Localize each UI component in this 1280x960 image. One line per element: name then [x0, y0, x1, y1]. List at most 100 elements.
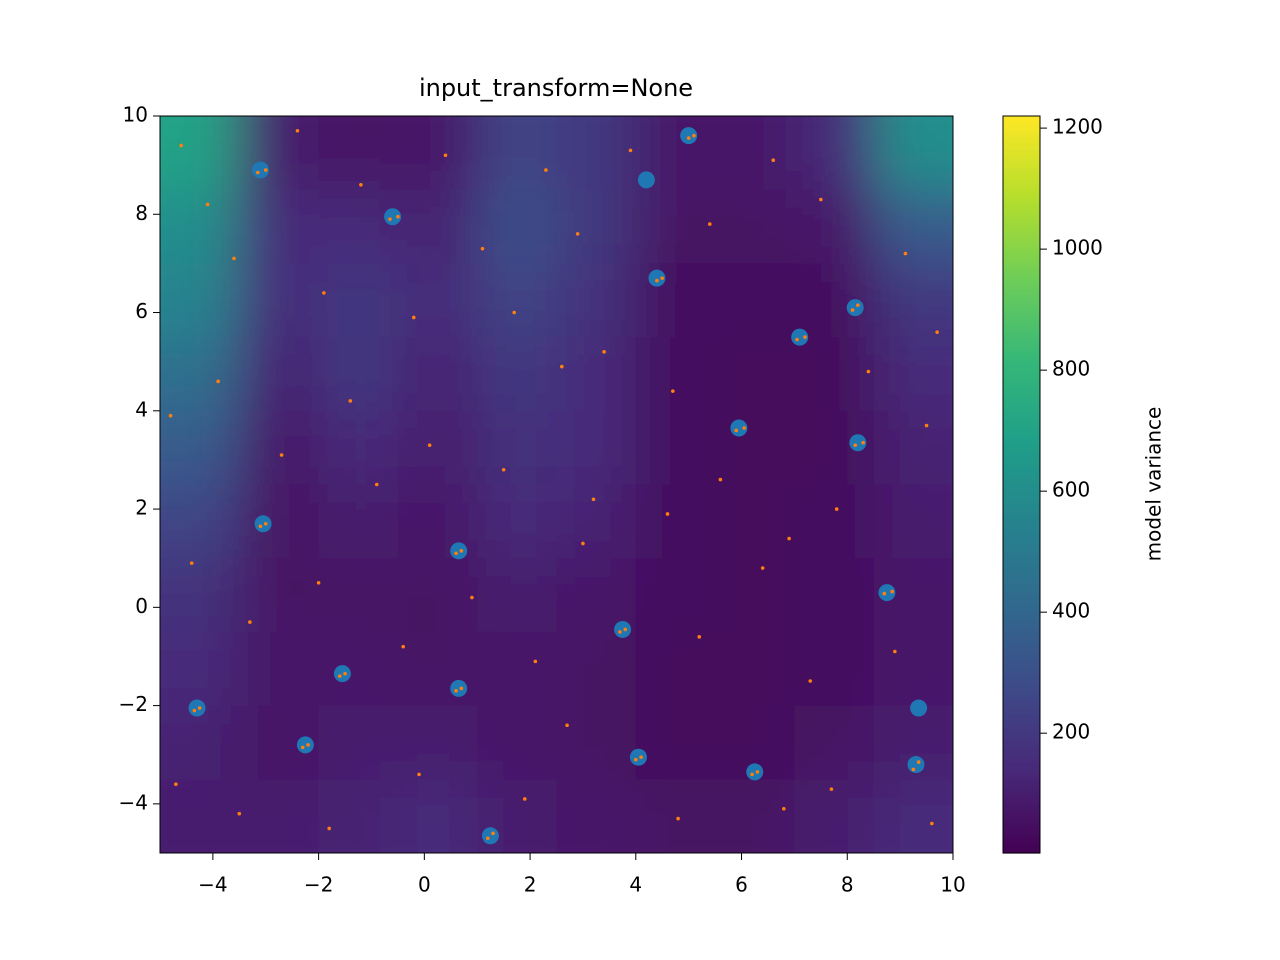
colorbar-swatch: [1003, 775, 1040, 780]
heatmap-cell: [556, 189, 637, 264]
colorbar-swatch: [1003, 469, 1040, 475]
candidate-point: [470, 595, 474, 600]
candidate-point: [248, 620, 252, 624]
colorbar-swatch: [1003, 513, 1040, 519]
candidate-point: [618, 630, 622, 634]
x-tick-label: −4: [198, 873, 227, 897]
candidate-point: [205, 202, 210, 207]
colorbar-swatch: [1003, 200, 1040, 206]
observation-point: [648, 269, 666, 287]
observation-point: [907, 756, 925, 774]
colorbar-swatch: [1003, 731, 1040, 736]
colorbar-swatch: [1003, 462, 1040, 467]
observation-point: [384, 208, 402, 226]
heatmap-cell: [873, 116, 953, 191]
colorbar-swatch: [1003, 248, 1040, 253]
colorbar-swatch: [1003, 396, 1040, 401]
colorbar-swatch: [1003, 701, 1040, 707]
colorbar-swatch: [1003, 491, 1040, 497]
colorbar-swatch: [1003, 392, 1040, 397]
colorbar-swatch: [1003, 602, 1040, 607]
candidate-point: [591, 497, 596, 502]
colorbar-swatch: [1003, 690, 1040, 696]
x-tick-label: 4: [629, 873, 642, 897]
candidate-point: [697, 635, 702, 639]
heatmap-cell: [715, 631, 795, 707]
heatmap-cell: [794, 263, 875, 338]
heatmap-cell: [635, 705, 716, 780]
candidate-point: [300, 745, 305, 750]
candidate-point: [924, 423, 929, 428]
colorbar-swatch: [1003, 329, 1040, 335]
colorbar-swatch: [1003, 222, 1040, 228]
colorbar-swatch: [1003, 613, 1040, 618]
colorbar-swatch: [1003, 130, 1040, 136]
heatmap: [160, 116, 953, 853]
y-tick-label: 10: [123, 103, 148, 127]
colorbar-swatch: [1003, 609, 1040, 615]
heatmap-cell: [477, 189, 557, 264]
colorbar-swatch: [1003, 208, 1040, 213]
colorbar-swatch: [1003, 193, 1040, 198]
candidate-point: [623, 627, 628, 632]
candidate-point: [192, 708, 197, 713]
colorbar-swatch: [1003, 657, 1040, 662]
colorbar-tick-label: 600: [1052, 478, 1090, 502]
colorbar-swatch: [1003, 303, 1040, 309]
colorbar-swatch: [1003, 458, 1040, 463]
heatmap-cell: [160, 337, 240, 412]
colorbar-swatch: [1003, 230, 1040, 235]
candidate-point: [734, 428, 739, 433]
colorbar-swatch: [1003, 764, 1040, 769]
colorbar-swatch: [1003, 373, 1040, 379]
colorbar-swatch: [1003, 698, 1040, 703]
candidate-point: [411, 315, 416, 320]
colorbar-swatch: [1003, 451, 1040, 456]
candidate-point: [533, 659, 538, 664]
colorbar-swatch: [1003, 628, 1040, 633]
colorbar-swatch: [1003, 425, 1040, 430]
heatmap-cell: [715, 484, 795, 559]
colorbar-swatch: [1003, 333, 1040, 338]
colorbar-swatch: [1003, 672, 1040, 677]
heatmap-cell: [556, 116, 637, 191]
candidate-point: [522, 797, 527, 801]
colorbar-swatch: [1003, 654, 1040, 659]
colorbar-swatch: [1003, 340, 1040, 346]
colorbar-swatch: [1003, 495, 1040, 500]
candidate-point: [480, 246, 485, 251]
colorbar-swatch: [1003, 790, 1040, 795]
colorbar-tick-label: 1200: [1052, 115, 1103, 139]
colorbar-swatch: [1003, 252, 1040, 257]
colorbar-swatch: [1003, 749, 1040, 755]
colorbar-swatch: [1003, 561, 1040, 567]
heatmap-cell: [160, 558, 240, 633]
candidate-point: [893, 649, 897, 654]
y-tick-label: 0: [135, 594, 148, 618]
heatmap-cell: [873, 189, 953, 264]
colorbar-swatch: [1003, 443, 1040, 449]
colorbar-swatch: [1003, 746, 1040, 751]
observation-point: [614, 620, 632, 638]
colorbar-swatch: [1003, 355, 1040, 360]
heatmap-cell: [873, 631, 953, 707]
candidate-point: [501, 467, 506, 472]
observation-point: [254, 515, 272, 533]
heatmap-cell: [160, 189, 240, 264]
candidate-point: [787, 536, 791, 541]
heatmap-cell: [239, 631, 320, 707]
colorbar-frame: [1002, 115, 1041, 854]
heatmap-cell: [318, 705, 399, 780]
colorbar-swatch: [1003, 414, 1040, 419]
colorbar-swatch: [1003, 620, 1040, 626]
colorbar-swatch: [1003, 403, 1040, 408]
candidate-point: [639, 755, 643, 759]
colorbar-label: model variance: [1142, 407, 1166, 562]
heatmap-cell: [715, 263, 795, 338]
heatmap-cell: [160, 410, 240, 485]
observation-point: [188, 699, 206, 717]
candidate-point: [348, 399, 353, 403]
colorbar-swatch: [1003, 388, 1040, 393]
colorbar-swatch: [1003, 204, 1040, 209]
